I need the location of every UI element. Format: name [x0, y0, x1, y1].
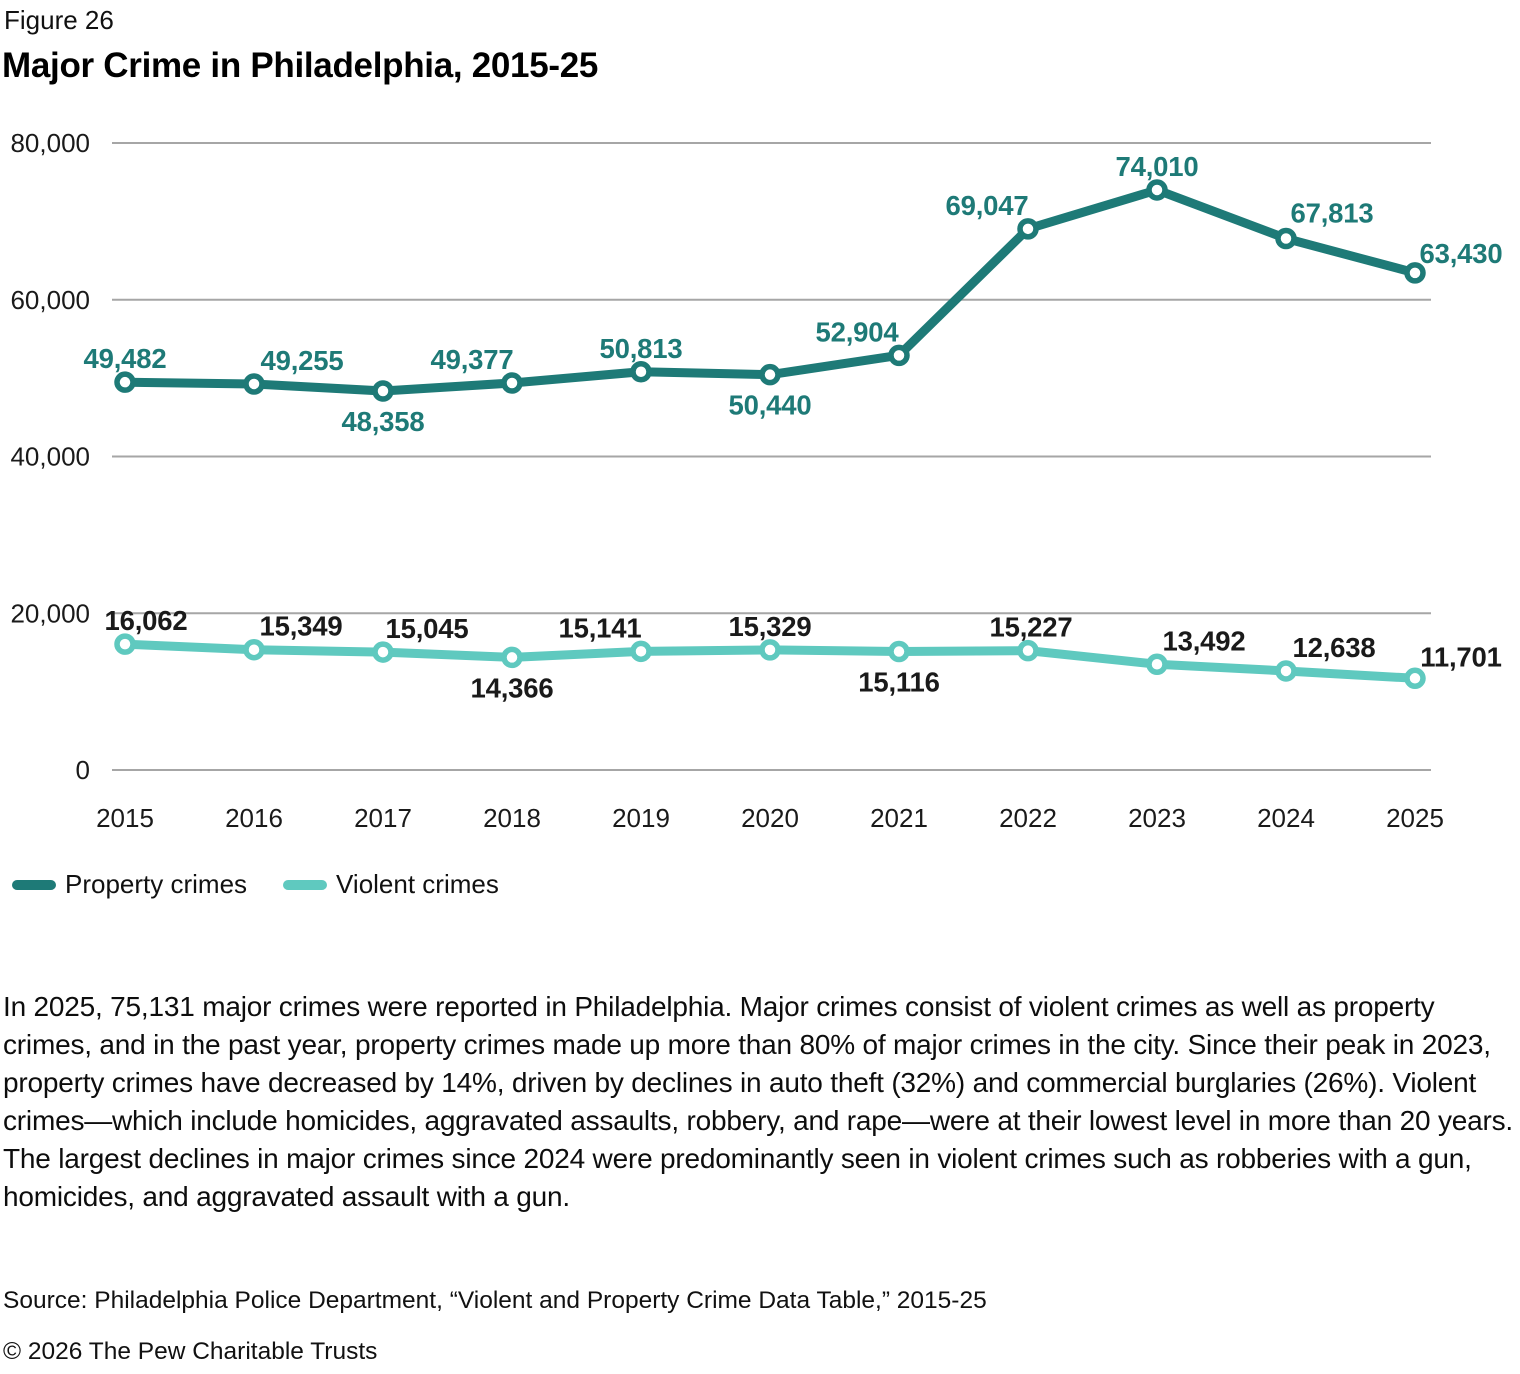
property-crimes-marker [630, 361, 652, 383]
violent-crimes-marker [1275, 660, 1297, 682]
x-tick-label: 2017 [354, 803, 412, 833]
violent-crimes-data-label: 15,329 [729, 611, 812, 642]
x-tick-label: 2015 [96, 803, 154, 833]
property-crimes-marker [1404, 262, 1426, 284]
violent-crimes-marker [1017, 639, 1039, 662]
violent-crimes-marker [243, 638, 265, 661]
property-crimes-data-label: 49,377 [431, 344, 514, 375]
violent-crimes-marker [630, 640, 652, 663]
chart-legend: Property crimes Violent crimes [12, 869, 499, 900]
property-crimes-line-swatch-icon [12, 879, 56, 890]
x-tick-label: 2018 [483, 803, 541, 833]
x-tick-label: 2020 [741, 803, 799, 833]
violent-crimes-marker [501, 646, 523, 669]
property-crimes-marker [1275, 227, 1297, 250]
property-crimes-data-label: 50,813 [600, 333, 683, 364]
violent-crimes-marker [759, 639, 781, 661]
violent-crimes-marker [114, 633, 136, 655]
x-tick-label: 2024 [1257, 803, 1315, 833]
violent-crimes-data-label: 15,141 [559, 612, 642, 643]
property-crimes-marker [501, 372, 523, 394]
violent-crimes-data-label: 12,638 [1293, 632, 1376, 663]
violent-crimes-data-label: 13,492 [1163, 625, 1246, 656]
property-crimes-marker [888, 344, 910, 367]
violent-crimes-data-label: 15,045 [386, 613, 469, 644]
legend-item-violent-crimes: Violent crimes [283, 869, 499, 900]
property-crimes-marker [1146, 179, 1168, 201]
property-crimes-data-label: 49,482 [84, 343, 167, 374]
violent-crimes-data-label: 16,062 [105, 605, 188, 636]
x-tick-label: 2019 [612, 803, 670, 833]
legend-label-violent-crimes: Violent crimes [336, 869, 499, 899]
legend-label-property-crimes: Property crimes [65, 869, 248, 899]
violent-crimes-data-label: 11,701 [1420, 641, 1501, 672]
y-axis-tick-labels: 80,000 60,000 40,000 20,000 0 [10, 128, 90, 785]
violent-crimes-marker [1146, 653, 1168, 676]
y-tick-label: 40,000 [10, 442, 90, 472]
figure-label: Figure 26 [4, 5, 114, 35]
series-violent-crimes [114, 633, 1426, 690]
y-tick-label: 20,000 [10, 598, 90, 628]
x-axis-tick-labels: 2015 2016 2017 2018 2019 2020 2021 2022 2023 2024… [96, 803, 1444, 833]
property-crimes-marker [759, 363, 781, 386]
y-tick-label: 0 [76, 755, 90, 785]
x-tick-label: 2016 [225, 803, 283, 833]
property-crimes-data-label: 49,255 [261, 345, 344, 376]
copyright-line: © 2026 The Pew Charitable Trusts [3, 1338, 378, 1365]
property-crimes-marker [1017, 218, 1039, 240]
property-crimes-marker [372, 380, 394, 402]
gridlines [112, 142, 1431, 771]
property-crimes-data-label: 63,430 [1420, 238, 1503, 269]
property-crimes-marker [114, 371, 136, 393]
property-crimes-data-label: 69,047 [946, 190, 1029, 221]
x-tick-label: 2023 [1128, 803, 1186, 833]
y-tick-label: 80,000 [10, 128, 90, 158]
property-crimes-data-label: 52,904 [816, 316, 900, 347]
property-crimes-data-label: 50,440 [729, 390, 812, 421]
x-tick-label: 2025 [1386, 803, 1444, 833]
series-property-crimes [114, 179, 1426, 402]
body-text: In 2025, 75,131 major crimes were report… [3, 991, 1513, 1212]
violent-crimes-data-label: 15,116 [858, 667, 939, 698]
legend-item-property-crimes: Property crimes [12, 869, 247, 900]
property-crimes-data-label: 48,358 [342, 406, 425, 437]
violent-crimes-data-label: 14,366 [471, 672, 554, 703]
property-crimes-data-label: 74,010 [1116, 151, 1199, 182]
violent-crimes-marker [1404, 667, 1426, 690]
source-line: Source: Philadelphia Police Department, … [3, 1287, 987, 1314]
violent-crimes-line-swatch-icon [283, 879, 328, 890]
x-tick-label: 2021 [870, 803, 928, 833]
violent-crimes-marker [372, 641, 394, 663]
y-tick-label: 60,000 [10, 285, 90, 315]
violent-crimes-marker [888, 640, 910, 663]
page-title: Major Crime in Philadelphia, 2015-25 [2, 46, 599, 85]
violent-crimes-data-label: 15,349 [260, 611, 343, 642]
violent-crimes-data-label: 15,227 [990, 612, 1073, 643]
property-crimes-marker [243, 373, 265, 395]
x-tick-label: 2022 [999, 803, 1057, 833]
property-crimes-data-label: 67,813 [1291, 198, 1374, 229]
